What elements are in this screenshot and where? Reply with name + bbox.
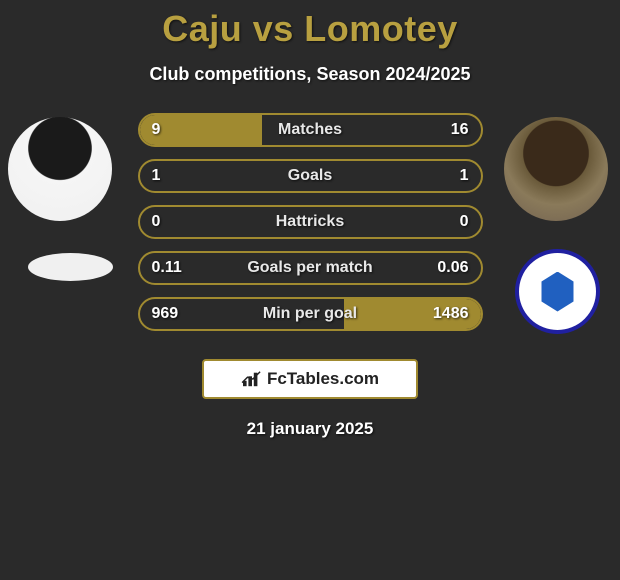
infographic-container: Caju vs Lomotey Club competitions, Seaso…: [0, 0, 620, 439]
stat-value-right: 1: [460, 167, 469, 185]
brand-text: FcTables.com: [267, 369, 379, 389]
stat-bars: 9 Matches 16 1 Goals 1 0 Hattricks 0: [138, 113, 483, 331]
stat-label: Matches: [140, 121, 481, 139]
stat-row-goals: 1 Goals 1: [138, 159, 483, 193]
player-left-avatar: [8, 117, 112, 221]
stat-value-right: 1486: [433, 305, 469, 323]
stat-value-right: 0: [460, 213, 469, 231]
team-right-badge: [515, 249, 600, 334]
stat-value-right: 0.06: [437, 259, 468, 277]
subtitle: Club competitions, Season 2024/2025: [0, 64, 620, 85]
stat-row-hattricks: 0 Hattricks 0: [138, 205, 483, 239]
stat-label: Goals per match: [140, 259, 481, 277]
bar-chart-icon: [241, 370, 263, 388]
stat-row-min-per-goal: 969 Min per goal 1486: [138, 297, 483, 331]
stat-row-matches: 9 Matches 16: [138, 113, 483, 147]
team-left-badge: [28, 253, 113, 281]
stat-label: Hattricks: [140, 213, 481, 231]
player-right-avatar: [504, 117, 608, 221]
stat-label: Min per goal: [140, 305, 481, 323]
stat-label: Goals: [140, 167, 481, 185]
stat-row-goals-per-match: 0.11 Goals per match 0.06: [138, 251, 483, 285]
date-text: 21 january 2025: [0, 419, 620, 439]
page-title: Caju vs Lomotey: [0, 8, 620, 50]
stat-value-right: 16: [451, 121, 469, 139]
brand-box: FcTables.com: [202, 359, 418, 399]
stats-area: 9 Matches 16 1 Goals 1 0 Hattricks 0: [0, 113, 620, 439]
